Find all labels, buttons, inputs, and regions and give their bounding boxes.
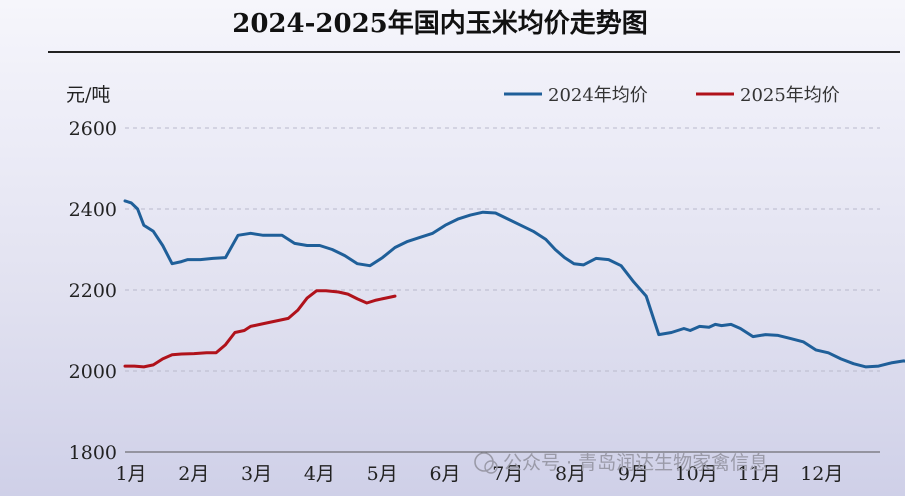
x-tick-label-9: 9月: [618, 463, 649, 485]
watermark: 公众号 · 青岛润达生物家禽信息: [474, 452, 768, 474]
y-tick-label-2200: 2200: [69, 280, 117, 302]
y-tick-labels: 2600 2400 2200 2000 1800: [69, 118, 117, 464]
legend-label-2025: 2025年均价: [740, 85, 840, 106]
watermark-text: 公众号 · 青岛润达生物家禽信息: [503, 452, 768, 474]
legend: 2024年均价 2025年均价: [504, 85, 840, 106]
x-tick-label-6: 6月: [429, 463, 460, 485]
x-tick-label-5: 5月: [367, 463, 398, 485]
legend-label-2024: 2024年均价: [548, 85, 648, 106]
x-tick-label-12: 12月: [800, 463, 843, 485]
x-tick-labels: 1月 2月 3月 4月 5月 6月 7月 8月 9月 10月 11月 12月: [115, 463, 843, 485]
x-tick-label-4: 4月: [304, 463, 335, 485]
wechat-icon: [474, 452, 494, 472]
y-tick-label-2000: 2000: [69, 361, 117, 383]
x-tick-label-7: 7月: [492, 463, 523, 485]
y-axis-label: 元/吨: [66, 84, 110, 106]
x-tick-label-1: 1月: [115, 463, 146, 485]
series-line-2024: [123, 199, 905, 369]
series-lines: [123, 199, 905, 369]
y-tick-label-2600: 2600: [69, 118, 117, 140]
chart-title: 2024-2025年国内玉米均价走势图: [232, 8, 648, 39]
x-tick-label-10: 10月: [675, 463, 718, 485]
series-line-2025: [123, 289, 397, 369]
x-tick-label-3: 3月: [241, 463, 272, 485]
wechat-icon-small: [484, 460, 498, 474]
grid-lines: [125, 127, 880, 453]
x-tick-label-2: 2月: [178, 463, 209, 485]
x-tick-label-8: 8月: [555, 463, 586, 485]
y-tick-label-2400: 2400: [69, 199, 117, 221]
y-tick-label-1800: 1800: [69, 442, 117, 464]
x-tick-label-11: 11月: [737, 463, 780, 485]
